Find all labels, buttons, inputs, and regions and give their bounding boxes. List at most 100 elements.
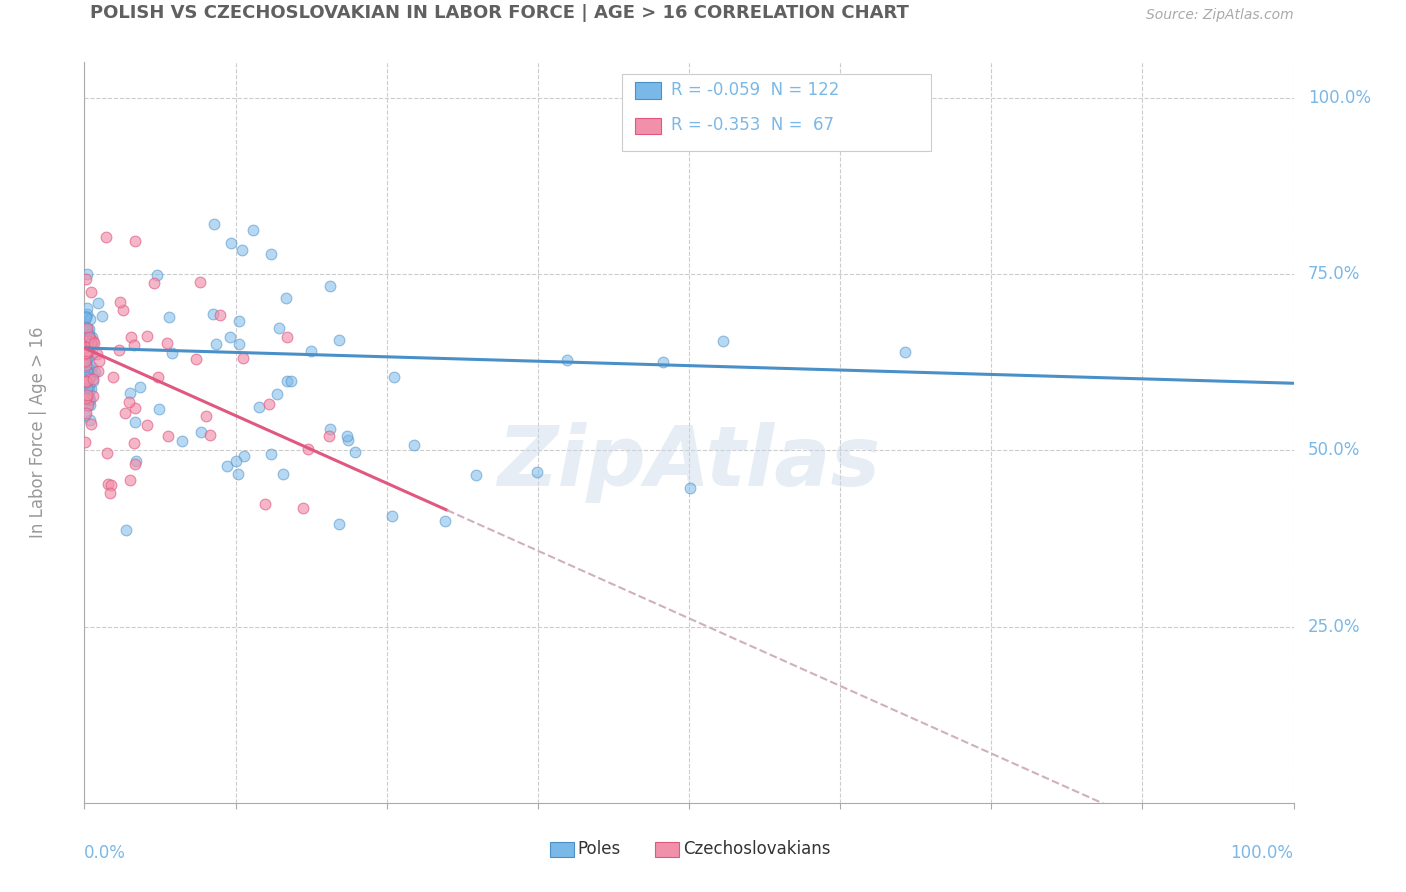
Point [259, 397, 281, 411]
Text: 0.0%: 0.0% [84, 844, 127, 862]
Point [97, 477, 120, 491]
Point [194, 409, 217, 424]
Point [336, 429, 359, 443]
Point [118, 395, 141, 409]
Point [108, 343, 131, 358]
Point [76, 349, 98, 363]
Point [156, 336, 179, 351]
Point [82, 374, 104, 388]
Point [711, 334, 734, 348]
Point [172, 434, 194, 449]
Point [146, 268, 169, 282]
Text: R = -0.353  N =  67: R = -0.353 N = 67 [671, 116, 834, 135]
Point [82, 337, 104, 351]
Point [80, 360, 103, 375]
Point [148, 401, 170, 416]
Text: 100.0%: 100.0% [1230, 844, 1294, 862]
Point [299, 343, 322, 358]
Text: 75.0%: 75.0% [1308, 265, 1361, 283]
Point [73, 313, 96, 327]
Point [77, 350, 100, 364]
Point [75, 341, 97, 355]
Point [73, 321, 96, 335]
Point [319, 422, 342, 436]
Point [77, 322, 100, 336]
Point [112, 302, 135, 317]
Text: 25.0%: 25.0% [1308, 617, 1361, 635]
Point [75, 375, 97, 389]
Point [75, 339, 97, 353]
Point [77, 339, 100, 353]
Point [83, 335, 105, 350]
Point [75, 364, 97, 378]
Point [280, 374, 302, 388]
Point [84, 365, 107, 379]
Point [73, 334, 96, 348]
Point [188, 275, 211, 289]
Point [142, 277, 165, 291]
Point [233, 449, 256, 463]
Point [679, 481, 702, 495]
Point [381, 509, 404, 524]
Text: POLISH VS CZECHOSLOVAKIAN IN LABOR FORCE | AGE > 16 CORRELATION CHART: POLISH VS CZECHOSLOVAKIAN IN LABOR FORCE… [90, 4, 910, 21]
Point [76, 398, 98, 412]
Point [219, 235, 242, 250]
Text: Source: ZipAtlas.com: Source: ZipAtlas.com [1146, 8, 1294, 21]
Point [136, 328, 159, 343]
Point [465, 468, 488, 483]
Point [80, 417, 103, 431]
Point [75, 323, 97, 337]
Point [82, 330, 104, 344]
Point [336, 433, 359, 447]
Point [76, 334, 98, 348]
Text: R = -0.059  N = 122: R = -0.059 N = 122 [671, 81, 839, 99]
Point [190, 425, 212, 439]
Point [382, 369, 405, 384]
Point [82, 334, 104, 349]
Point [209, 309, 232, 323]
Point [75, 376, 97, 391]
Point [260, 246, 283, 260]
FancyBboxPatch shape [655, 842, 679, 857]
Point [292, 501, 315, 516]
Point [124, 415, 146, 429]
Point [77, 379, 100, 393]
Point [82, 342, 104, 356]
Point [247, 400, 270, 414]
Point [77, 343, 100, 358]
Point [79, 413, 101, 427]
Point [79, 392, 101, 407]
Point [75, 359, 97, 374]
Point [274, 291, 297, 305]
Point [76, 369, 98, 384]
Point [114, 406, 136, 420]
Point [73, 354, 96, 368]
Point [76, 322, 98, 336]
Point [80, 336, 103, 351]
Point [76, 320, 98, 334]
Point [75, 362, 97, 376]
Point [228, 337, 250, 351]
Point [297, 442, 319, 456]
Point [124, 458, 146, 472]
Point [77, 345, 100, 359]
FancyBboxPatch shape [634, 118, 661, 135]
Point [79, 312, 101, 326]
Point [343, 445, 366, 459]
Point [75, 330, 97, 344]
Point [75, 358, 97, 372]
Point [101, 369, 124, 384]
Point [75, 351, 97, 365]
Text: In Labor Force | Age > 16: In Labor Force | Age > 16 [30, 326, 48, 539]
Point [77, 365, 100, 379]
Point [328, 333, 350, 347]
Point [75, 272, 97, 286]
Point [231, 244, 253, 258]
Point [242, 223, 264, 237]
Point [76, 334, 98, 348]
Point [186, 351, 208, 366]
Point [75, 435, 97, 450]
Point [108, 295, 131, 310]
Point [87, 364, 110, 378]
Point [125, 453, 148, 467]
